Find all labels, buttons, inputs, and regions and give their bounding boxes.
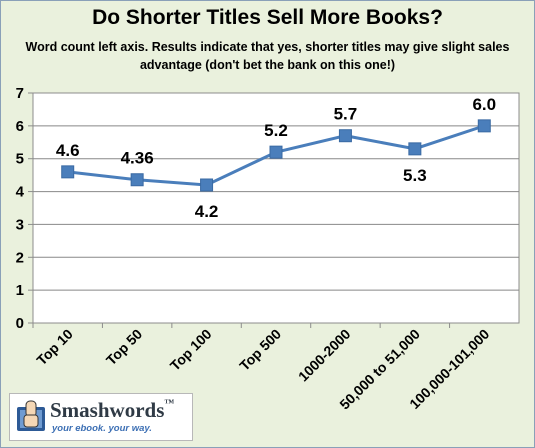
logo-tagline: your ebook. your way. [52,423,152,434]
y-tick-label: 4 [16,184,25,201]
data-point [408,142,422,156]
x-tick-label: Top 100 [167,326,215,374]
chart-subtitle: Word count left axis. Results indicate t… [25,40,510,72]
y-axis-tick-labels: 0 1 2 3 4 5 6 7 [16,85,25,332]
x-tick-label: Top 50 [103,326,146,369]
chart-title: Do Shorter Titles Sell More Books? [92,6,443,29]
series-markers [61,119,491,192]
data-label: 5.3 [403,166,427,185]
y-tick-label: 3 [16,216,24,233]
data-point [200,178,214,192]
data-label: 6.0 [472,95,496,114]
data-label: 5.7 [334,105,358,124]
book-hand-icon [17,400,45,431]
y-tick-label: 5 [16,151,24,168]
y-tick-label: 0 [16,315,24,332]
data-point [477,119,491,133]
data-point [61,165,75,179]
y-tick-label: 6 [16,118,24,135]
x-tick-label: Top 500 [236,326,284,374]
data-labels: 4.6 4.36 4.2 5.2 5.7 5.3 6.0 [56,95,496,221]
plot-area [32,92,520,324]
data-point [269,145,283,159]
data-label: 4.36 [121,149,154,168]
smashwords-logo: Smashwords™ your ebook. your way. [9,393,193,441]
y-tick-label: 1 [16,282,24,299]
x-tick-label: 1000-2000 [295,326,354,385]
data-point [130,173,144,187]
gridlines [28,92,519,328]
data-label: 5.2 [264,121,288,140]
y-tick-label: 7 [16,85,24,102]
x-tick-label: Top 10 [33,326,76,369]
data-point [338,129,352,143]
logo-wordmark: Smashwords™ [50,398,175,422]
data-label: 4.6 [56,141,80,160]
data-label: 4.2 [195,202,219,221]
y-tick-label: 2 [16,249,24,266]
